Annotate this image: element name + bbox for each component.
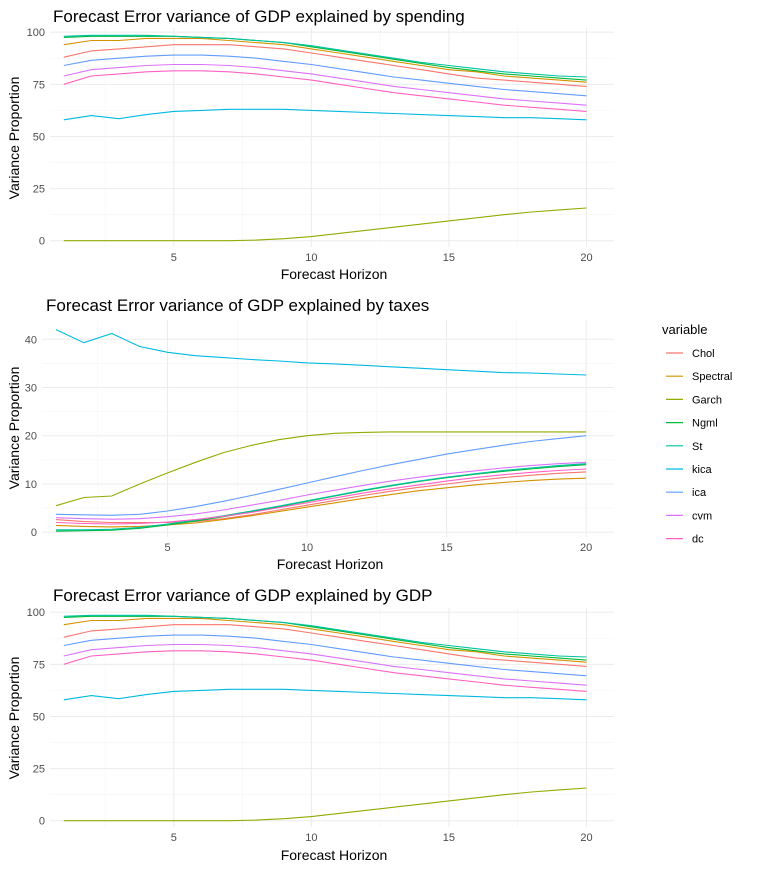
panel-3-y-axis-title: Variance Proportion <box>6 657 22 780</box>
y-tick-label: 25 <box>33 764 45 776</box>
series-line-garch <box>55 431 587 507</box>
panel-2-y-axis-title: Variance Proportion <box>6 367 22 490</box>
panel-3-title: Forecast Error variance of GDP explained… <box>53 586 433 605</box>
panel-1-y-ticks: 0 25 50 75 100 <box>27 27 45 248</box>
legend-items: Chol Spectral Garch Ngml St kica ica cvm dc <box>666 348 732 546</box>
panel-taxes: Forecast Error variance of GDP explained… <box>6 296 614 572</box>
series-line-kica <box>55 329 587 376</box>
series-line-chol <box>63 44 587 87</box>
legend-label: Garch <box>692 394 722 406</box>
panel-spending: Forecast Error variance of GDP explained… <box>6 7 614 282</box>
panel-2-series <box>55 329 587 532</box>
series-line-chol <box>63 624 587 667</box>
y-tick-label: 40 <box>25 334 37 346</box>
x-tick-label: 5 <box>171 252 177 264</box>
legend-item-st: St <box>666 441 702 453</box>
series-line-st <box>63 34 587 78</box>
series-line-ica <box>63 634 587 677</box>
y-tick-label: 25 <box>33 184 45 196</box>
legend-item-garch: Garch <box>666 394 722 406</box>
series-line-ica <box>55 435 587 516</box>
y-tick-label: 75 <box>33 659 45 671</box>
legend-label: Spectral <box>692 371 732 383</box>
x-tick-label: 15 <box>440 542 452 554</box>
series-line-ngml <box>63 35 587 81</box>
series-line-cvm <box>55 461 587 520</box>
legend-item-chol: Chol <box>666 348 715 360</box>
legend-item-kica: kica <box>666 464 712 476</box>
x-tick-label: 10 <box>305 832 317 844</box>
legend-item-spectral: Spectral <box>666 371 732 383</box>
panel-2-title: Forecast Error variance of GDP explained… <box>46 296 429 315</box>
legend: variable Chol Spectral Garch Ngml St kica ica c… <box>662 322 732 546</box>
y-tick-label: 50 <box>33 711 45 723</box>
series-line-st <box>63 614 587 658</box>
panel-1-gridlines <box>50 28 614 247</box>
y-tick-label: 100 <box>27 607 45 619</box>
x-tick-label: 5 <box>171 832 177 844</box>
series-line-ngml <box>63 615 587 661</box>
y-tick-label: 0 <box>31 527 37 539</box>
y-tick-label: 0 <box>39 236 45 248</box>
panel-1-series <box>63 34 587 242</box>
x-tick-label: 15 <box>443 832 455 844</box>
x-tick-label: 10 <box>301 542 313 554</box>
legend-label: kica <box>692 464 712 476</box>
panel-3-gridlines <box>50 608 614 827</box>
legend-label: St <box>692 441 702 453</box>
y-tick-label: 100 <box>27 27 45 39</box>
x-tick-label: 20 <box>580 252 592 264</box>
y-tick-label: 20 <box>25 431 37 443</box>
panel-2-gridlines <box>42 320 614 537</box>
y-tick-label: 10 <box>25 479 37 491</box>
legend-item-ica: ica <box>666 487 707 499</box>
legend-label: Chol <box>692 348 715 360</box>
panel-3-y-ticks: 0 25 50 75 100 <box>27 607 45 828</box>
series-line-cvm <box>63 643 587 686</box>
panel-3-x-axis-title: Forecast Horizon <box>281 847 388 863</box>
x-tick-label: 20 <box>580 832 592 844</box>
legend-label: Ngml <box>692 418 718 430</box>
x-tick-label: 20 <box>580 542 592 554</box>
series-line-garch <box>63 207 587 242</box>
panel-1-x-ticks: 5 10 15 20 <box>171 252 593 264</box>
legend-label: dc <box>692 534 704 546</box>
legend-item-cvm: cvm <box>666 510 712 522</box>
series-line-dc <box>63 650 587 692</box>
panel-gdp: Forecast Error variance of GDP explained… <box>6 586 614 863</box>
panel-3-x-ticks: 5 10 15 20 <box>171 832 593 844</box>
panel-1-x-axis-title: Forecast Horizon <box>281 266 388 282</box>
legend-label: ica <box>692 487 707 499</box>
y-tick-label: 30 <box>25 383 37 395</box>
series-line-kica <box>63 688 587 701</box>
y-tick-label: 0 <box>39 816 45 828</box>
series-line-spectral <box>55 477 587 528</box>
series-line-dc <box>63 70 587 112</box>
legend-item-ngml: Ngml <box>666 418 718 430</box>
panel-1-title: Forecast Error variance of GDP explained… <box>53 7 465 26</box>
series-line-kica <box>63 108 587 121</box>
panel-2-x-ticks: 5 10 15 20 <box>164 542 592 554</box>
y-tick-label: 75 <box>33 79 45 91</box>
panel-3-series <box>63 614 587 822</box>
series-line-spectral <box>63 37 587 83</box>
x-tick-label: 5 <box>164 542 170 554</box>
series-line-dc <box>55 468 587 525</box>
series-line-ica <box>63 54 587 97</box>
x-tick-label: 15 <box>443 252 455 264</box>
legend-title: variable <box>662 322 708 337</box>
series-line-cvm <box>63 63 587 106</box>
series-line-st <box>56 463 587 531</box>
y-tick-label: 50 <box>33 131 45 143</box>
legend-label: cvm <box>692 510 712 522</box>
series-line-garch <box>63 787 587 822</box>
panel-2-x-axis-title: Forecast Horizon <box>277 556 384 572</box>
panel-1-y-axis-title: Variance Proportion <box>6 77 22 200</box>
x-tick-label: 10 <box>305 252 317 264</box>
series-line-chol <box>55 471 587 524</box>
series-line-spectral <box>63 617 587 663</box>
panel-2-y-ticks: 0 10 20 30 40 <box>25 334 37 539</box>
legend-item-dc: dc <box>666 534 704 546</box>
